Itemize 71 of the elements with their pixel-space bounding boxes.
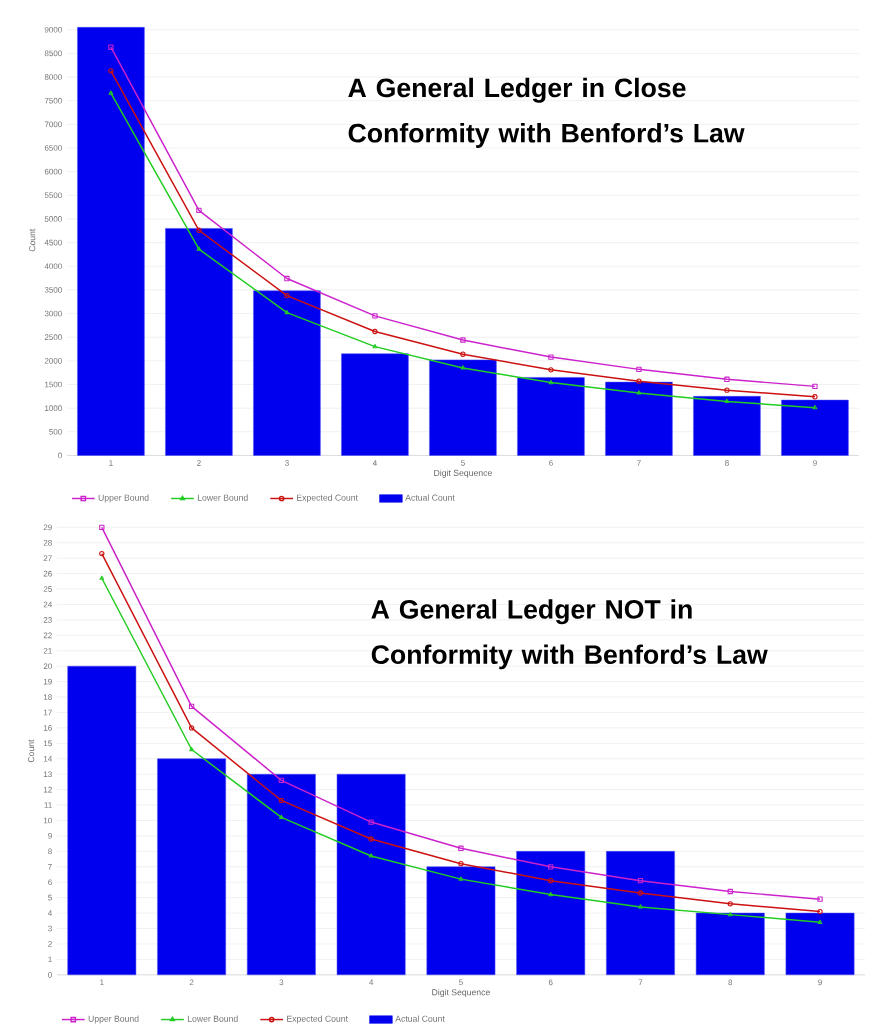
bar <box>429 359 497 456</box>
point <box>548 367 554 373</box>
legend-label: Actual Count <box>395 1015 445 1022</box>
legend-label: Upper Bound <box>98 494 149 503</box>
bar <box>605 381 673 456</box>
y-axis-title: Count <box>28 739 35 763</box>
point <box>636 366 642 373</box>
text: A General Ledger in Close Conformity with Benford’s Law <box>348 77 745 148</box>
point <box>372 313 378 319</box>
point <box>279 814 284 820</box>
bar <box>336 773 406 976</box>
point <box>372 328 378 335</box>
legend-label: Lower Bound <box>197 494 248 501</box>
point <box>284 309 290 315</box>
legend-label: Lower Bound <box>187 1015 238 1022</box>
bar <box>517 377 585 456</box>
point <box>636 390 642 395</box>
bar <box>785 912 855 976</box>
point <box>548 891 554 897</box>
point <box>372 343 378 349</box>
y-axis-title: Count <box>29 228 36 252</box>
point <box>368 836 374 842</box>
bar <box>606 851 675 976</box>
point <box>548 864 554 870</box>
point <box>548 379 554 385</box>
point <box>727 911 733 917</box>
bar <box>247 773 316 976</box>
point <box>189 746 195 752</box>
x-axis-title: Digit Sequence <box>434 469 492 478</box>
point <box>458 845 464 851</box>
x-axis-title: Digit Sequence <box>432 988 490 998</box>
point <box>196 207 202 214</box>
point <box>727 888 733 895</box>
point <box>724 376 730 382</box>
point <box>284 275 290 282</box>
point <box>460 365 466 370</box>
bar <box>516 851 586 976</box>
bar <box>341 353 409 456</box>
point <box>637 890 644 896</box>
point <box>724 398 730 404</box>
bar <box>157 758 227 976</box>
point <box>727 901 733 907</box>
legend-label: Actual Count <box>405 494 455 501</box>
bar <box>693 396 761 456</box>
point <box>460 337 466 343</box>
bar <box>426 866 496 976</box>
text: A General Ledger NOT in Conformity with Benford’s Law <box>371 599 768 670</box>
point <box>284 292 290 299</box>
point <box>368 819 374 825</box>
legend-label: Expected Count <box>287 1015 348 1024</box>
point <box>548 354 554 360</box>
point <box>548 878 554 884</box>
point <box>636 378 642 384</box>
point <box>278 797 285 804</box>
bar <box>695 912 765 976</box>
bar <box>253 290 321 456</box>
bar <box>77 27 145 456</box>
point <box>724 387 730 393</box>
point <box>368 853 374 858</box>
point <box>458 861 464 867</box>
point <box>188 725 195 731</box>
bar <box>781 399 849 456</box>
point <box>638 904 643 909</box>
point <box>196 246 202 251</box>
point <box>458 876 464 881</box>
point <box>196 227 202 233</box>
legend-label: Expected Count <box>297 494 358 503</box>
bar <box>165 228 233 456</box>
point <box>460 351 466 357</box>
legend-label: Upper Bound <box>88 1015 139 1024</box>
bar <box>67 665 137 976</box>
